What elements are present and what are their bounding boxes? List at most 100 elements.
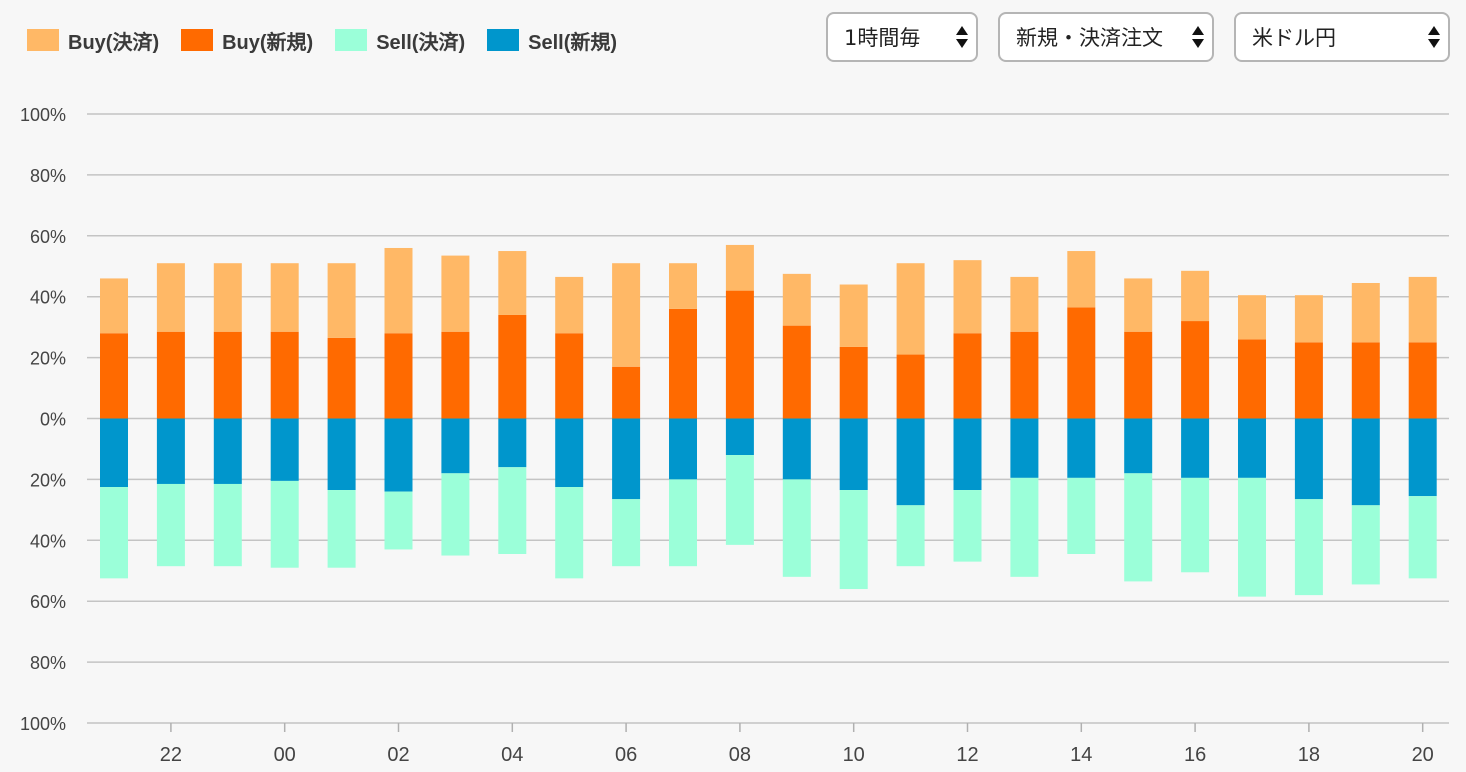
legend-swatch [335,29,368,51]
bar-segment [441,331,470,419]
bar-segment [555,333,584,419]
bar-segment [896,418,925,506]
x-tick-label: 02 [387,744,409,766]
bar-segment [953,333,982,419]
order-type-select[interactable]: 新規・決済注文 [998,12,1214,62]
bar-segment [612,263,641,367]
bar-segment [725,418,754,456]
y-tick-label: 0% [40,410,66,430]
interval-select[interactable]: 1時間毎 [826,12,978,62]
bar-segment [1010,331,1039,419]
bar-segment [213,331,242,419]
bar-segment [156,483,185,567]
bar-segment [669,479,697,567]
bar-segment [669,308,697,419]
bar-segment [669,263,697,309]
bar-segment [612,366,641,419]
legend-swatch [181,29,214,51]
bar-segment [1238,295,1266,340]
bar-segment [100,333,128,419]
bar-segment [555,418,584,488]
bar-segment [953,418,982,491]
y-tick-label: 20% [30,349,66,369]
bar-segment [725,244,754,291]
y-tick-label: 40% [30,531,66,551]
bar-segment [1351,418,1380,506]
bar-segment [839,418,868,491]
bar-segment [953,260,982,334]
bar-segment [555,487,584,579]
bar-segment [327,418,356,491]
bar-segment [270,263,299,332]
legend-label: Sell(決済) [376,31,466,54]
bar-segment [498,251,527,315]
bar-segment [1238,418,1266,478]
bar-segment [1067,418,1096,478]
bar-segment [839,284,868,347]
bar-segment [1294,499,1323,596]
x-tick-label: 14 [1070,744,1092,766]
bar-segment [1067,307,1096,419]
select-arrows-icon [1192,24,1204,50]
bar-segment [782,325,811,419]
x-tick-label: 04 [501,744,523,766]
bar-segment [327,490,356,568]
bar-segment [1181,270,1210,322]
legend: Buy(決済) Buy(新規) Sell(決済) Sell(新規) [27,26,639,54]
bar-segment [1181,477,1210,573]
bar-segment [1351,342,1380,419]
bar-segment [1408,418,1437,497]
bar-segment [1238,339,1266,419]
x-tick-label: 18 [1298,744,1320,766]
bar-segment [1124,331,1153,419]
bar-segment [1124,278,1153,332]
legend-item-sell-close[interactable]: Sell(決済) [335,26,465,55]
legend-item-sell-new[interactable]: Sell(新規) [487,26,617,55]
currency-pair-select-value: 米ドル円 [1252,26,1336,50]
bar-segment [839,346,868,419]
bar-segment [156,331,185,419]
bar-segment [1294,418,1323,500]
bar-segment [1408,276,1437,343]
x-tick-label: 12 [956,744,978,766]
select-arrows-icon [956,24,968,50]
legend-label: Buy(決済) [68,31,160,54]
bar-segment [1124,473,1153,582]
x-tick-label: 20 [1412,744,1434,766]
legend-swatch [27,29,59,51]
y-tick-label: 60% [30,592,66,612]
bar-segment [1067,251,1096,308]
bar-segment [896,505,925,567]
bar-segment [1238,477,1266,597]
bar-segment [1351,505,1380,585]
currency-pair-select[interactable]: 米ドル円 [1234,12,1450,62]
bar-segment [896,354,925,419]
legend-item-buy-close[interactable]: Buy(決済) [27,26,159,55]
legend-swatch [487,29,520,51]
bar-segment [270,331,299,419]
bar-segment [1408,342,1437,419]
bar-segment [327,337,356,419]
bar-segment [384,491,413,550]
bar-segment [100,418,128,488]
bar-segment [327,263,356,338]
bar-segment [213,483,242,567]
bar-segment [441,473,470,556]
bar-segment [270,480,299,568]
y-tick-label: 100% [20,105,66,125]
legend-label: Sell(新規) [528,31,618,54]
bar-segment [156,418,185,484]
bar-segment [1010,276,1039,332]
x-tick-label: 22 [160,744,182,766]
bar-segment [1010,477,1039,577]
bar-segment [782,418,811,480]
bar-segment [612,418,641,500]
legend-item-buy-new[interactable]: Buy(新規) [181,26,313,55]
bar-segment [1408,496,1437,579]
bar-segment [498,418,527,468]
bar-segment [782,479,811,577]
bar-segment [555,276,584,334]
bar-segment [669,418,697,480]
